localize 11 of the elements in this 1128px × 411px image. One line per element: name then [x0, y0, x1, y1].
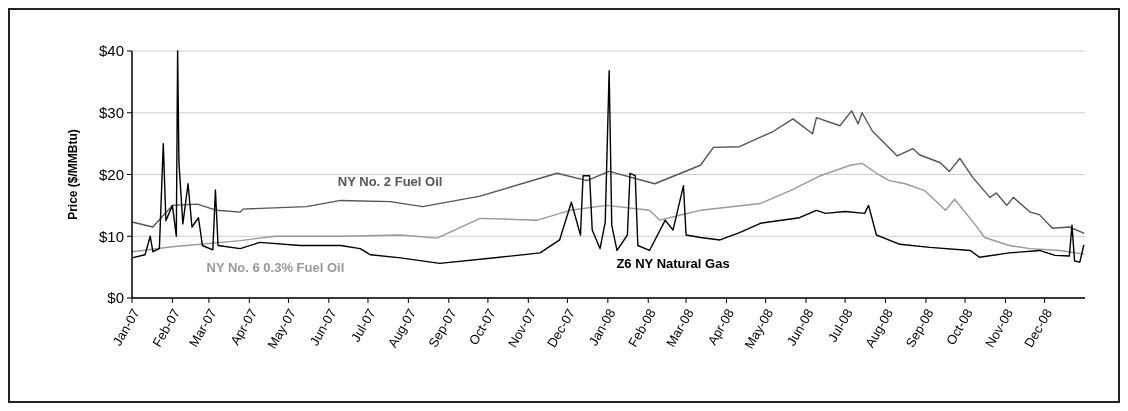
- y-tick-label: $20: [98, 165, 124, 183]
- line-series: [131, 110, 1085, 234]
- series-label: NY No. 6 0.3% Fuel Oil: [206, 260, 345, 276]
- y-tick-label: $30: [98, 104, 124, 121]
- series-label: NY No. 2 Fuel Oil: [337, 173, 443, 189]
- y-tick-label: $0: [107, 289, 124, 307]
- y-axis-title: Price ($/MMBtu): [66, 129, 80, 220]
- series-label: Z6 NY Natural Gas: [616, 256, 730, 272]
- y-tick-label: $40: [98, 42, 124, 60]
- y-tick-label: $10: [98, 227, 124, 245]
- line-series: [131, 162, 1085, 255]
